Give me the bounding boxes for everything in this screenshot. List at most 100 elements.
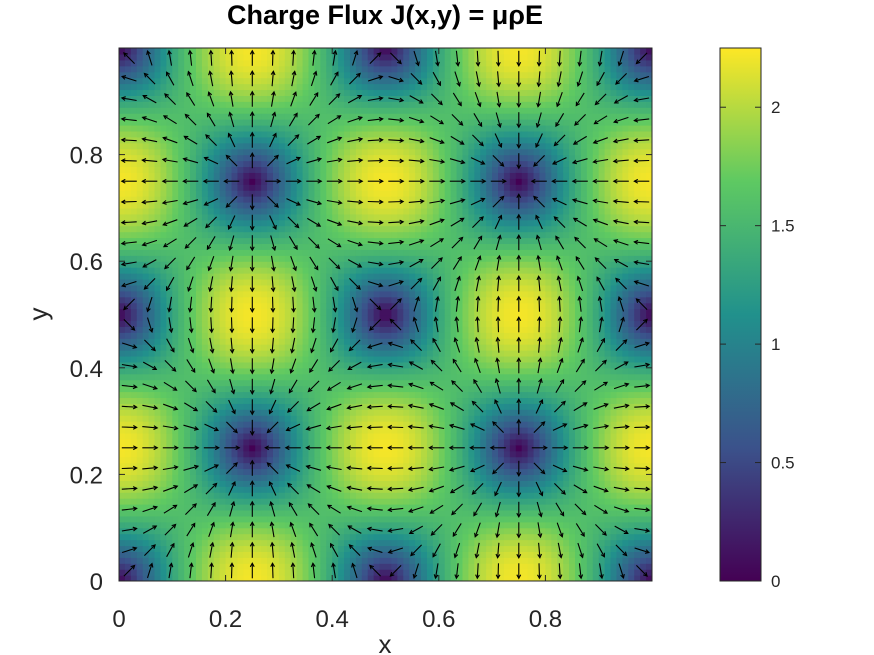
heatmap-cell (148, 213, 156, 221)
heatmap-cell (332, 148, 339, 156)
heatmap-cell (320, 89, 327, 96)
heatmap-cell (296, 213, 304, 221)
heatmap-cell (314, 130, 321, 138)
heatmap-cell (124, 65, 132, 73)
heatmap-cell (421, 213, 428, 221)
heatmap-cell (136, 178, 144, 185)
heatmap-cell (290, 213, 298, 221)
heatmap-cell (385, 367, 393, 375)
heatmap-cell (415, 302, 422, 310)
heatmap-cell (326, 563, 333, 570)
heatmap-cell (320, 480, 327, 487)
heatmap-cell (444, 415, 452, 422)
heatmap-cell (160, 498, 167, 505)
heatmap-cell (438, 373, 446, 381)
heatmap-cell (148, 551, 156, 558)
heatmap-cell (219, 462, 227, 470)
heatmap-cell (119, 53, 126, 61)
heatmap-cell (190, 154, 197, 162)
heatmap-cell (255, 450, 262, 458)
heatmap-cell (231, 130, 239, 138)
heatmap-cell (302, 278, 310, 286)
heatmap-cell (130, 267, 138, 274)
heatmap-cell (438, 65, 446, 73)
heatmap-cell (379, 95, 387, 102)
heatmap-cell (308, 397, 316, 404)
heatmap-cell (290, 421, 298, 428)
heatmap-cell (261, 296, 268, 304)
heatmap-cell (391, 213, 398, 221)
heatmap-cell (296, 373, 304, 381)
heatmap-cell (379, 569, 387, 576)
heatmap-cell (243, 361, 250, 369)
heatmap-cell (332, 462, 339, 470)
heatmap-cell (225, 521, 233, 529)
heatmap-cell (355, 124, 363, 132)
heatmap-cell (213, 373, 221, 381)
heatmap-cell (308, 498, 316, 505)
heatmap-cell (166, 456, 173, 464)
heatmap-cell (136, 48, 144, 55)
heatmap-cell (379, 124, 387, 132)
heatmap-cell (154, 527, 162, 535)
heatmap-cell (225, 48, 233, 55)
heatmap-cell (124, 77, 132, 85)
heatmap-cell (261, 178, 268, 185)
heatmap-cell (379, 338, 387, 345)
heatmap-cell (195, 101, 203, 108)
heatmap-cell (403, 575, 410, 581)
heatmap-cell (361, 373, 369, 381)
heatmap-cell (403, 290, 410, 298)
heatmap-cell (160, 403, 167, 410)
heatmap-cell (278, 332, 286, 339)
heatmap-cell (195, 563, 203, 570)
heatmap-cell (119, 59, 126, 67)
heatmap-cell (267, 332, 274, 339)
heatmap-cell (438, 154, 446, 162)
heatmap-cell (397, 575, 404, 581)
heatmap-cell (320, 350, 327, 357)
heatmap-cell (320, 397, 327, 404)
heatmap-cell (355, 314, 363, 322)
heatmap-cell (344, 284, 351, 292)
heatmap-cell (332, 557, 339, 564)
heatmap-cell (195, 391, 203, 399)
heatmap-cell (367, 409, 375, 416)
heatmap-cell (142, 498, 150, 505)
heatmap-cell (160, 432, 167, 440)
heatmap-cell (130, 124, 138, 132)
heatmap-cell (148, 154, 156, 162)
heatmap-cell (219, 533, 227, 541)
heatmap-cell (367, 284, 375, 292)
heatmap-cell (284, 326, 292, 333)
heatmap-cell (201, 320, 209, 327)
heatmap-cell (213, 201, 221, 209)
heatmap-cell (403, 332, 410, 339)
heatmap-cell (267, 533, 274, 541)
heatmap-cell (426, 438, 434, 446)
heatmap-cell (124, 397, 132, 404)
heatmap-cell (124, 267, 132, 274)
heatmap-cell (320, 249, 327, 256)
heatmap-cell (201, 450, 209, 458)
heatmap-cell (255, 196, 262, 203)
heatmap-cell (314, 267, 321, 274)
heatmap-cell (255, 462, 262, 470)
heatmap-cell (302, 320, 310, 327)
heatmap-cell (255, 551, 262, 558)
heatmap-cell (231, 53, 239, 61)
heatmap-cell (308, 533, 316, 541)
heatmap-cell (261, 421, 268, 428)
heatmap-cell (184, 415, 191, 422)
heatmap-cell (148, 320, 156, 327)
heatmap-cell (314, 332, 321, 339)
heatmap-cell (142, 450, 150, 458)
heatmap-cell (231, 101, 239, 108)
heatmap-cell (379, 498, 387, 505)
heatmap-cell (124, 462, 132, 470)
heatmap-cell (225, 575, 233, 581)
heatmap-cell (409, 207, 416, 215)
heatmap-cell (225, 320, 233, 327)
heatmap-cell (213, 166, 221, 173)
heatmap-cell (255, 231, 262, 239)
